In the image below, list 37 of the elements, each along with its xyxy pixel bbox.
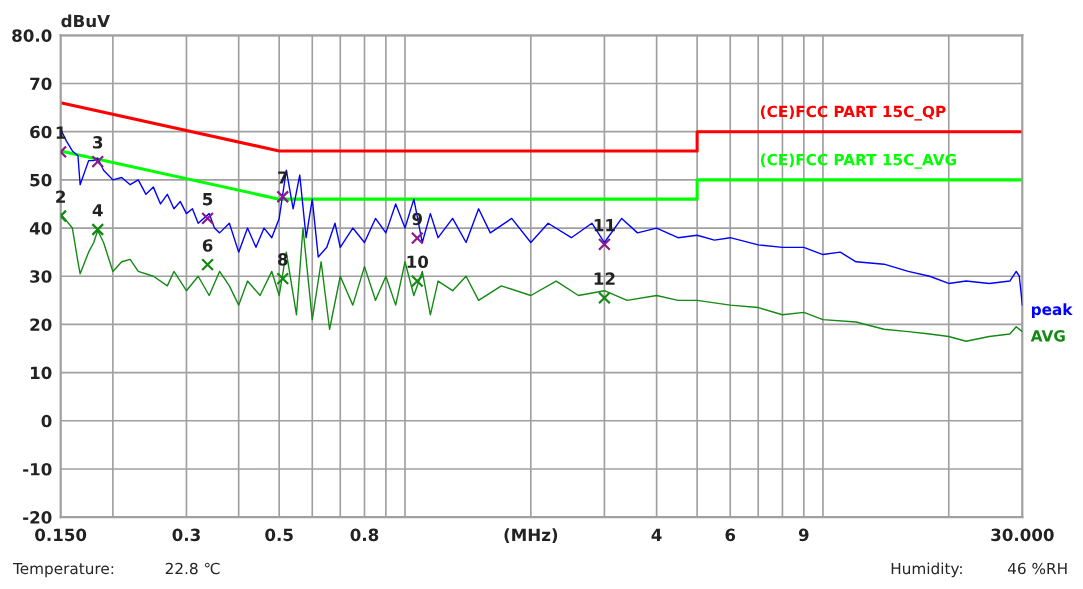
x-tick-label: 0.5 (265, 528, 293, 542)
annotation: 11 (594, 219, 615, 232)
annotation: 5 (203, 193, 213, 206)
y-tick-label: 60 (30, 125, 52, 139)
text: 22.8 ℃ (165, 562, 220, 575)
x-tick-label: (MHz) (504, 528, 558, 544)
text: 46 %RH (1007, 562, 1067, 575)
y-axis-title: dBuV (61, 14, 110, 28)
text: Humidity: (891, 562, 962, 578)
y-tick-label: 40 (29, 222, 52, 235)
series-label: peak (1031, 303, 1073, 319)
y-tick-label: -20 (23, 511, 52, 524)
x-tick-label: 0.8 (350, 528, 379, 542)
annotation: 10 (407, 255, 429, 269)
y-tick-label: 10 (31, 366, 52, 380)
y-tick-label: 70 (30, 77, 52, 91)
series-label: (CE)FCC PART 15C_AVG (760, 153, 957, 169)
y-tick-label: 50 (30, 173, 52, 187)
y-tick-label: 80.0 (12, 29, 52, 42)
annotation: 4 (92, 204, 103, 217)
annotation: 6 (202, 239, 213, 252)
annotation: 2 (56, 190, 65, 203)
series-label: AVG (1030, 330, 1065, 342)
x-tick-label: 30.000 (991, 528, 1054, 542)
y-tick-label: 0 (41, 414, 52, 428)
y-tick-label: -10 (23, 462, 52, 476)
x-tick-label: 0.3 (172, 528, 200, 542)
x-tick-label: 9 (798, 528, 809, 542)
annotation: 3 (93, 136, 103, 149)
x-tick-label: 6 (725, 528, 736, 542)
text: Temperature: (12, 562, 114, 578)
series-label: (CE)FCC PART 15C_QP (760, 105, 946, 121)
x-tick-label: 0.150 (35, 528, 87, 542)
x-tick-label: 4 (651, 528, 662, 541)
y-tick-label: 30 (30, 270, 52, 283)
annotation: 12 (594, 272, 615, 285)
y-tick-label: 20 (30, 318, 52, 331)
